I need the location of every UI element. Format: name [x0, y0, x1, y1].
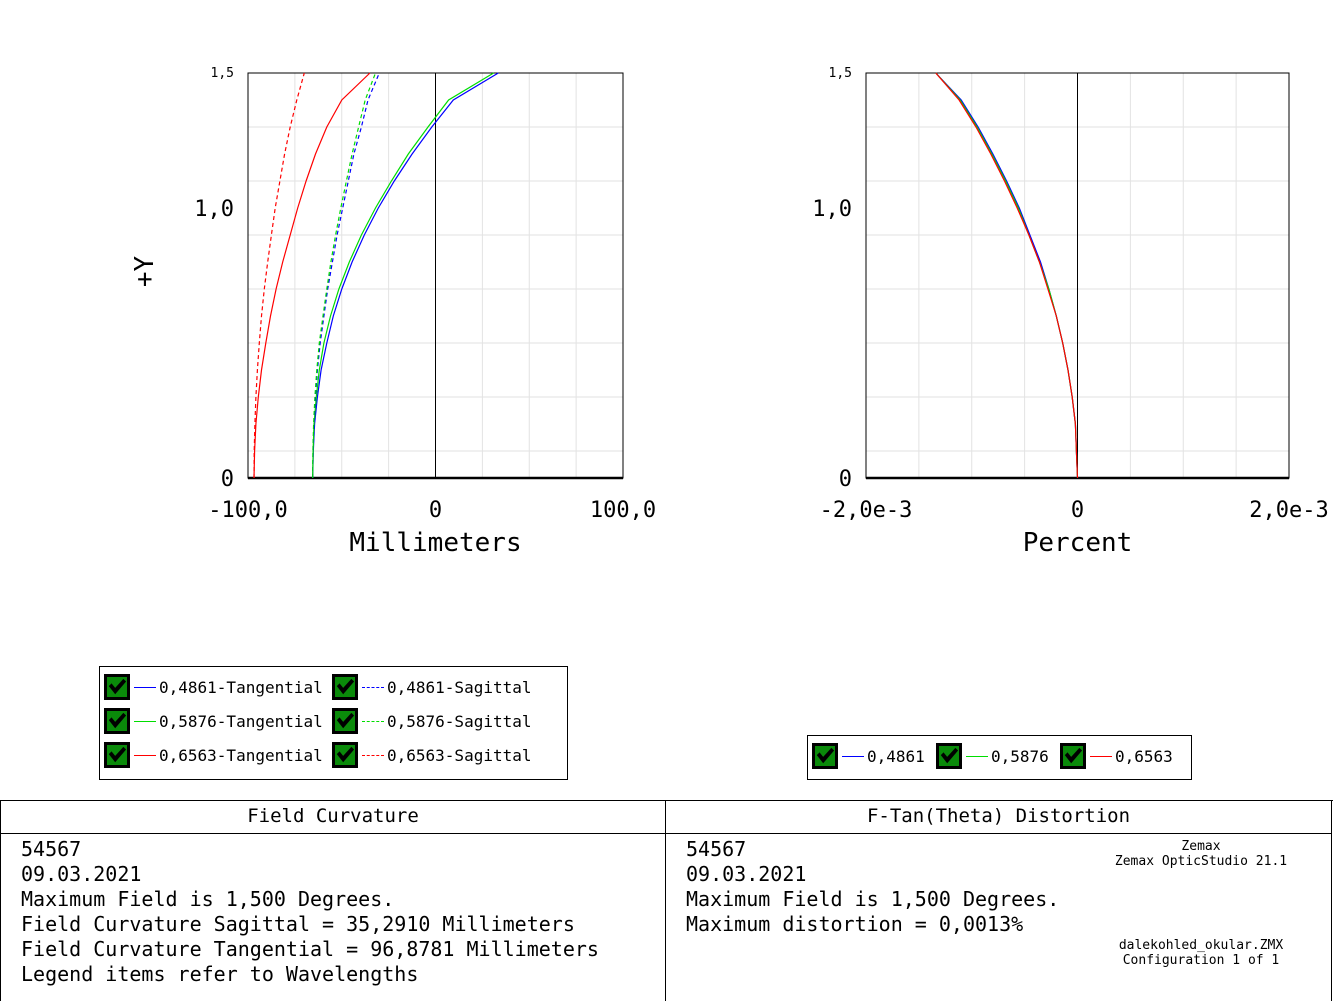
series-line-0-4861	[935, 72, 1079, 479]
checkbox-icon[interactable]	[104, 708, 130, 734]
legend-item[interactable]: 0,5876-Sagittal	[332, 706, 532, 736]
legend-label: 0,5876-Tangential	[159, 711, 323, 731]
legend-label: 0,5876-Sagittal	[387, 711, 532, 731]
checkbox-icon[interactable]	[332, 674, 358, 700]
x-tick-label: 0	[429, 498, 442, 523]
legend-swatch	[1090, 755, 1112, 757]
y-tick-label: 1,0	[194, 197, 234, 222]
file-block: dalekohled_okular.ZMX Configuration 1 of…	[1106, 938, 1296, 968]
legend-item[interactable]: 0,5876-Tangential	[104, 706, 323, 736]
legend-label: 0,6563-Tangential	[159, 745, 323, 765]
info-line: 54567	[686, 837, 747, 861]
info-line: Field Curvature Tangential = 96,8781 Mil…	[21, 937, 599, 961]
y-axis-label: +Y	[130, 256, 160, 288]
legend-item[interactable]: 0,6563	[1060, 741, 1173, 771]
checkbox-icon[interactable]	[332, 742, 358, 768]
charts-canvas: -100,0 0 100,0 0 1,0 1,5 Millimeters +Y -2,0e-3 0…	[130, 66, 1329, 558]
checkbox-icon[interactable]	[332, 708, 358, 734]
legend-distortion: 0,4861 0,5876 0,6563	[807, 735, 1192, 780]
field-curvature-title: Field Curvature	[1, 801, 665, 834]
legend-item[interactable]: 0,5876	[936, 741, 1049, 771]
legend-swatch	[134, 686, 156, 688]
legend-label: 0,5876	[991, 746, 1049, 766]
series-line-0-6563-tangential	[253, 72, 371, 479]
product-name: Zemax OpticStudio 21.1	[1114, 854, 1288, 869]
info-line: 09.03.2021	[686, 862, 807, 886]
distortion-lines: 54567 09.03.2021 Maximum Field is 1,500 …	[686, 837, 1059, 937]
y-tick-label: 1,5	[829, 66, 852, 81]
series-line-0-6563	[935, 72, 1079, 479]
legend-label: 0,6563-Sagittal	[387, 745, 532, 765]
file-name: dalekohled_okular.ZMX	[1118, 938, 1284, 953]
y-tick-label: 1,5	[211, 66, 234, 81]
info-line: Maximum distortion = 0,0013%	[686, 912, 1024, 936]
info-panel: Field Curvature 54567 09.03.2021 Maximum…	[0, 800, 1333, 1001]
info-line: Maximum Field is 1,500 Degrees.	[686, 887, 1060, 911]
x-tick-label: 0	[1071, 498, 1084, 523]
field-curvature-info: Field Curvature 54567 09.03.2021 Maximum…	[0, 801, 666, 1001]
legend-swatch	[842, 755, 864, 757]
x-tick-label: 2,0e-3	[1249, 498, 1328, 523]
checkbox-icon[interactable]	[104, 742, 130, 768]
legend-label: 0,4861-Sagittal	[387, 677, 532, 697]
series-line-0-4861-sagittal	[312, 72, 380, 479]
series-line-0-5876-sagittal	[312, 72, 377, 479]
legend-item[interactable]: 0,4861	[812, 741, 925, 771]
series-line-0-6563-sagittal	[253, 72, 305, 479]
y-tick-label: 1,0	[812, 197, 852, 222]
legend-swatch	[362, 754, 384, 756]
legend-label: 0,4861-Tangential	[159, 677, 323, 697]
y-tick-label: 0	[839, 467, 852, 492]
checkbox-icon[interactable]	[936, 743, 962, 769]
x-tick-label: -2,0e-3	[820, 498, 913, 523]
checkbox-icon[interactable]	[812, 743, 838, 769]
distortion-title: F-Tan(Theta) Distortion	[666, 801, 1331, 834]
distortion-info: F-Tan(Theta) Distortion 54567 09.03.2021…	[666, 801, 1332, 1001]
checkbox-icon[interactable]	[1060, 743, 1086, 769]
info-line: Legend items refer to Wavelengths	[21, 962, 419, 986]
checkbox-icon[interactable]	[104, 674, 130, 700]
legend-label: 0,4861	[867, 746, 925, 766]
legend-item[interactable]: 0,6563-Sagittal	[332, 740, 532, 770]
x-axis-label: Millimeters	[349, 528, 521, 558]
series-line-0-4861-tangential	[312, 72, 499, 479]
legend-label: 0,6563	[1115, 746, 1173, 766]
legend-swatch	[362, 720, 384, 722]
series-line-0-5876	[935, 72, 1079, 479]
vendor-block: Zemax Zemax OpticStudio 21.1	[1106, 839, 1296, 869]
legend-swatch	[362, 686, 384, 688]
legend-swatch	[134, 720, 156, 722]
legend-item[interactable]: 0,6563-Tangential	[104, 740, 323, 770]
info-line: 09.03.2021	[21, 862, 142, 886]
vendor-name: Zemax	[1181, 839, 1221, 854]
info-line: Maximum Field is 1,500 Degrees.	[21, 887, 395, 911]
x-tick-label: -100,0	[208, 498, 287, 523]
field-curvature-chart: -100,0 0 100,0 0 1,0 1,5 Millimeters +Y	[130, 66, 656, 558]
y-tick-label: 0	[221, 467, 234, 492]
legend-field-curvature: 0,4861-Tangential 0,4861-Sagittal 0,5876-T…	[99, 666, 568, 780]
legend-item[interactable]: 0,4861-Tangential	[104, 672, 323, 702]
info-line: 54567	[21, 837, 82, 861]
x-axis-label: Percent	[1023, 528, 1133, 558]
legend-item[interactable]: 0,4861-Sagittal	[332, 672, 532, 702]
distortion-chart: -2,0e-3 0 2,0e-3 0 1,0 1,5 Percent	[812, 66, 1328, 558]
info-line: Field Curvature Sagittal = 35,2910 Milli…	[21, 912, 575, 936]
series-line-0-5876-tangential	[312, 72, 494, 479]
legend-swatch	[966, 755, 988, 757]
x-tick-label: 100,0	[590, 498, 656, 523]
field-curvature-lines: 54567 09.03.2021 Maximum Field is 1,500 …	[21, 837, 599, 987]
legend-swatch	[134, 754, 156, 756]
configuration: Configuration 1 of 1	[1122, 953, 1280, 968]
